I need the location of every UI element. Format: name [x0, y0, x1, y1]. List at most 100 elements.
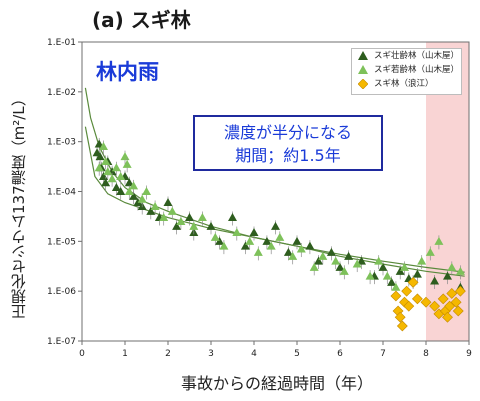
data-point-triangle	[103, 167, 113, 176]
x-tick-label: 0	[79, 349, 85, 359]
data-point-triangle	[378, 262, 388, 271]
data-point-triangle	[210, 232, 220, 241]
data-point-diamond	[396, 320, 408, 332]
data-point-diamond	[390, 290, 402, 302]
data-point-triangle	[283, 247, 293, 256]
data-point-triangle	[95, 152, 105, 161]
callout-line-1: 濃度が半分になる	[223, 123, 352, 142]
data-point-triangle	[296, 244, 306, 253]
data-point-triangle	[275, 232, 285, 241]
legend-label: スギ壮齢林（山木屋）	[374, 51, 460, 61]
inset-title: 林内雨	[96, 60, 159, 84]
x-tick-label: 5	[294, 349, 300, 359]
data-point-triangle	[133, 198, 143, 207]
data-point-triangle	[99, 141, 108, 150]
data-point-triangle	[443, 271, 452, 280]
data-point-triangle	[339, 266, 349, 275]
x-tick-label: 1	[122, 349, 128, 359]
half-life-callout: 濃度が半分になる 期間；約1.5年	[193, 115, 383, 171]
data-point-triangle	[245, 236, 255, 245]
triangle-marker-icon	[358, 51, 368, 60]
data-point-triangle	[94, 163, 104, 172]
data-point-triangle	[249, 228, 259, 237]
data-point-diamond	[420, 296, 432, 308]
data-point-diamond	[442, 311, 453, 323]
data-point-triangle	[197, 213, 207, 222]
data-point-diamond	[454, 285, 466, 297]
legend-label: スギ林（浪江）	[374, 79, 434, 89]
data-point-triangle	[172, 221, 182, 230]
x-tick-label: 9	[466, 349, 472, 359]
x-tick-label: 7	[380, 349, 386, 359]
x-tick-label: 6	[337, 349, 343, 359]
data-point-triangle	[129, 191, 139, 200]
data-point-triangle	[189, 221, 199, 230]
y-tick-label: 1.E-05	[47, 237, 76, 247]
data-point-triangle	[352, 259, 362, 268]
legend-item-mature: スギ壮齢林（山木屋）	[352, 49, 461, 63]
data-point-triangle	[314, 256, 323, 265]
y-tick-label: 1.E-01	[47, 38, 76, 48]
fit-curve	[84, 126, 465, 273]
data-point-triangle	[262, 236, 272, 245]
data-point-triangle	[400, 262, 409, 271]
data-point-triangle	[326, 247, 336, 256]
data-point-triangle	[146, 206, 156, 215]
data-point-triangle	[219, 241, 229, 250]
callout-line-2: 期間；約1.5年	[235, 146, 341, 165]
data-point-triangle	[111, 163, 121, 172]
data-point-triangle	[292, 236, 302, 245]
data-point-triangle	[387, 277, 397, 286]
data-point-triangle	[253, 247, 263, 256]
x-tick-label: 8	[423, 349, 429, 359]
y-tick-label: 1.E-04	[47, 188, 76, 198]
data-point-triangle	[122, 159, 132, 168]
data-point-diamond	[452, 305, 464, 317]
legend: スギ壮齢林（山木屋） スギ若齢林（山木屋） スギ林（浪江）	[351, 48, 462, 95]
diamond-marker-icon	[358, 79, 368, 89]
data-point-triangle	[305, 241, 315, 250]
data-point-triangle	[344, 251, 354, 260]
y-axis-label: 正規化セシウム137濃度（m²/L）	[10, 91, 28, 319]
data-point-triangle	[142, 187, 151, 195]
x-tick-label: 2	[165, 349, 171, 359]
data-point-diamond	[446, 288, 458, 299]
data-point-triangle	[185, 213, 194, 222]
x-tick-label: 4	[251, 349, 257, 359]
data-point-triangle	[101, 178, 111, 187]
data-point-triangle	[447, 262, 457, 271]
data-point-triangle	[150, 202, 160, 211]
y-tick-label: 1.E-02	[47, 88, 76, 98]
data-point-diamond	[437, 293, 449, 305]
data-point-triangle	[101, 156, 111, 165]
y-tick-label: 1.E-06	[47, 287, 76, 297]
data-point-triangle	[232, 228, 242, 237]
data-point-triangle	[412, 269, 422, 278]
data-point-triangle	[228, 213, 237, 222]
data-point-triangle	[271, 221, 280, 230]
data-point-triangle	[124, 178, 134, 187]
data-point-triangle	[391, 282, 401, 291]
axis-ticks: 0 1 2 3 4 5 6 7 8 9 1.E-07 1.E-06 1.E-05 1.E-04 1.E-03…	[47, 38, 472, 359]
triangle-marker-icon	[358, 65, 368, 74]
data-point-triangle	[94, 139, 104, 148]
data-point-triangle	[129, 181, 139, 190]
data-point-triangle	[124, 187, 134, 195]
data-point-triangle	[206, 221, 216, 230]
data-point-triangle	[455, 266, 465, 275]
data-point-triangle	[425, 247, 435, 256]
data-point-diamond	[429, 300, 441, 312]
data-point-triangle	[357, 256, 366, 265]
data-point-triangle	[318, 251, 328, 260]
y-tick-label: 1.E-03	[47, 138, 76, 148]
data-point-diamond	[450, 296, 462, 308]
data-points	[92, 137, 466, 332]
legend-label: スギ若齢林（山木屋）	[374, 65, 460, 75]
data-point-diamond	[401, 285, 413, 297]
data-point-triangle	[434, 236, 444, 245]
data-point-diamond	[411, 293, 423, 305]
data-point-triangle	[159, 213, 169, 222]
x-tick-label: 3	[208, 349, 214, 359]
data-point-triangle	[111, 183, 121, 192]
